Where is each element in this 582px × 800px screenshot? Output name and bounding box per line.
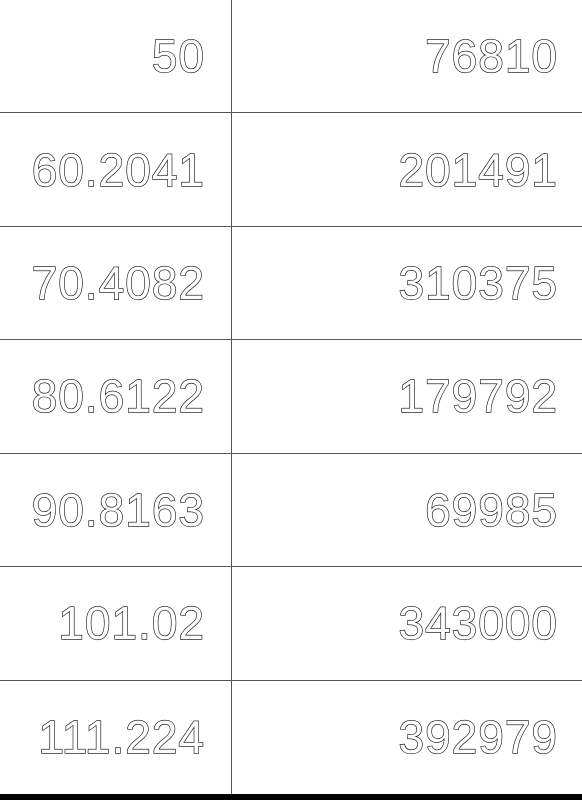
y-value-cell: 392979 [398, 711, 558, 764]
table-row: 80.6122 179792 [0, 340, 582, 454]
x-value-cell: 80.6122 [0, 340, 232, 453]
x-value-cell: 90.8163 [0, 453, 232, 567]
bottom-border [0, 794, 582, 800]
x-value-cell: 111.224 [0, 680, 232, 794]
table-row: 50 76810 [0, 0, 582, 114]
table-row: 60.2041 201491 [0, 113, 582, 227]
y-value-cell: 69985 [424, 483, 558, 536]
y-value-cell: 310375 [398, 256, 558, 310]
table-row: 111.224 392979 [0, 680, 582, 794]
x-value-cell: 50 [0, 0, 232, 113]
table-row: 70.4082 310375 [0, 226, 582, 341]
table-row: 101.02 343000 [0, 567, 582, 681]
y-value-cell: 76810 [424, 30, 558, 83]
y-value-cell: 201491 [398, 143, 558, 196]
x-value-cell: 60.2041 [0, 113, 232, 226]
table-row: 90.8163 69985 [0, 453, 582, 568]
y-value-cell: 179792 [398, 370, 558, 423]
x-value-cell: 70.4082 [0, 226, 232, 340]
x-value-cell: 101.02 [0, 567, 232, 680]
y-value-cell: 343000 [398, 597, 558, 650]
